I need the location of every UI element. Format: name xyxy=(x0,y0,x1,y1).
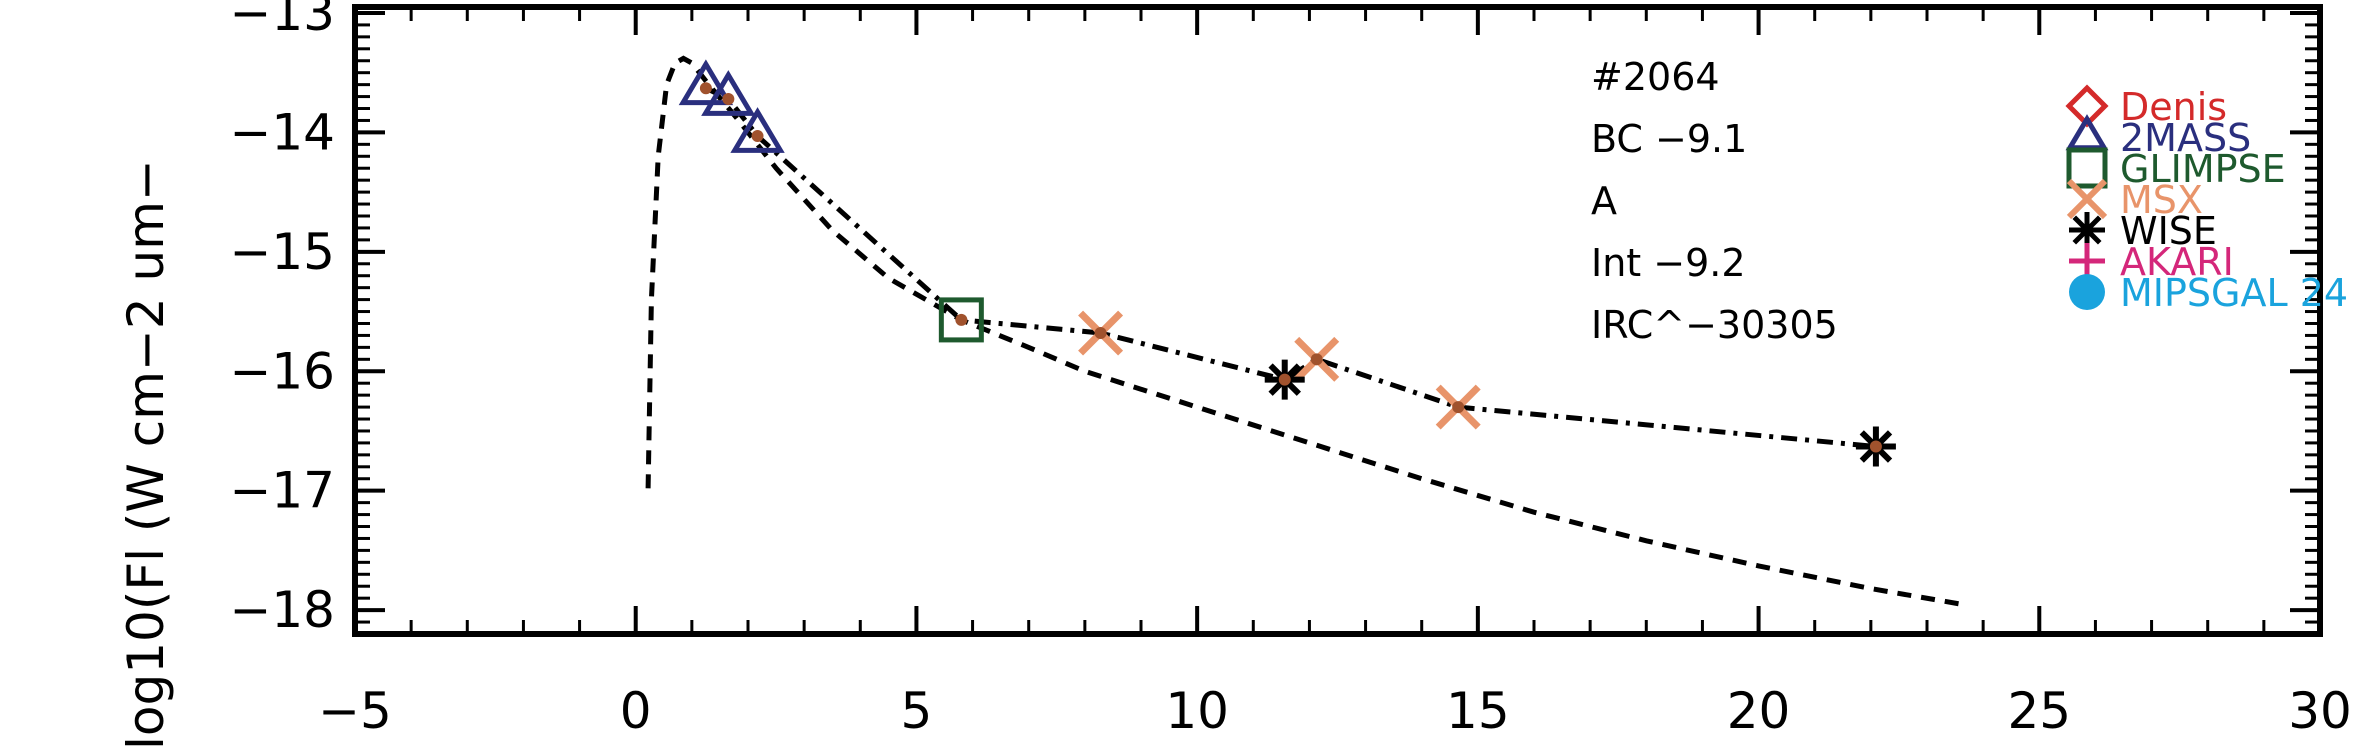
x-tick-label: 30 xyxy=(2288,682,2352,740)
x-axis-ticks: −5 0 5 10 15 20 25 30 xyxy=(318,7,2352,740)
annotation-text: Int −9.2 xyxy=(1591,241,1746,285)
y-axis-label: log10(Fl (W cm−2 um− xyxy=(117,159,175,750)
data-point-dot xyxy=(722,92,735,105)
annotations: #2064 BC −9.1 A Int −9.2 IRC^−30305 xyxy=(1591,55,1838,347)
legend-marker-plus xyxy=(2069,243,2105,279)
data-point-dot xyxy=(1452,401,1465,414)
data-point-dot xyxy=(1094,327,1107,340)
legend-label: WISE xyxy=(2120,209,2217,253)
y-tick-label: −14 xyxy=(229,103,335,161)
x-tick-label: 25 xyxy=(2007,682,2071,740)
legend-label: MSX xyxy=(2120,178,2203,222)
y-tick-label: −13 xyxy=(229,0,335,42)
data-point-dot xyxy=(1869,440,1882,453)
y-tick-label: −17 xyxy=(229,462,335,520)
x-tick-label: −5 xyxy=(318,682,392,740)
data-point-dot xyxy=(1278,373,1291,386)
data-point-glimpse xyxy=(938,297,984,343)
y-tick-label: −15 xyxy=(229,223,335,281)
legend-marker-x xyxy=(2066,178,2108,220)
legend-marker-triangle xyxy=(2065,114,2109,151)
data-markers xyxy=(678,59,1896,467)
data-point-dot xyxy=(699,82,712,95)
legend-marker-square xyxy=(2066,147,2108,189)
annotation-text: BC −9.1 xyxy=(1591,117,1747,161)
x-tick-label: 0 xyxy=(620,682,652,740)
y-tick-label: −16 xyxy=(229,342,335,400)
y-tick-label: −18 xyxy=(229,581,335,639)
legend-label: 2MASS xyxy=(2120,116,2251,160)
x-tick-label: 15 xyxy=(1446,682,1510,740)
data-point-2mass xyxy=(730,107,785,153)
data-point-2mass xyxy=(701,70,756,116)
legend-marker-diamond xyxy=(2065,84,2109,128)
data-point-dot xyxy=(955,313,968,326)
legend-marker-circle xyxy=(2069,274,2105,310)
y-axis-ticks: −18 −17 −16 −15 −14 −13 xyxy=(229,0,2320,639)
legend-label: GLIMPSE xyxy=(2120,147,2286,191)
data-point-dot xyxy=(751,129,764,142)
x-tick-label: 10 xyxy=(1165,682,1229,740)
annotation-text: A xyxy=(1591,179,1617,223)
legend-label: MIPSGAL 24 xyxy=(2120,271,2348,315)
legend-label: AKARI xyxy=(2120,240,2234,284)
annotation-text: IRC^−30305 xyxy=(1591,303,1838,347)
legend-marker-asterisk xyxy=(2069,212,2105,248)
annotation-text: #2064 xyxy=(1591,55,1720,99)
data-point-dot xyxy=(1310,353,1323,366)
data-point-2mass xyxy=(678,59,734,106)
x-tick-label: 5 xyxy=(901,682,933,740)
model-photosphere-curve xyxy=(645,55,1962,607)
legend-label: Denis xyxy=(2120,85,2227,129)
plot-frame xyxy=(352,4,2323,637)
x-tick-label: 20 xyxy=(1727,682,1791,740)
